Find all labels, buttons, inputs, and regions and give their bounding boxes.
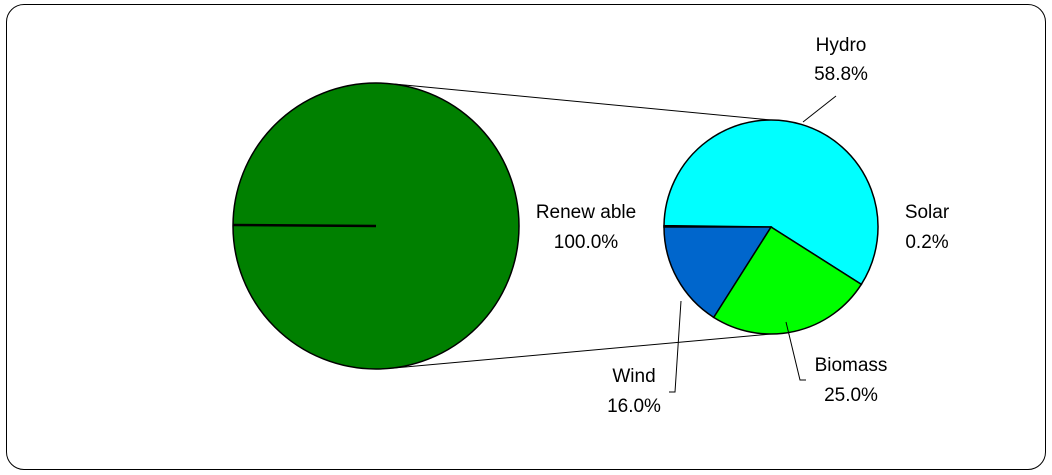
label-hydro-value: 58.8% [814, 64, 868, 85]
label-solar-value: 0.2% [905, 232, 948, 253]
chart-area [6, 4, 1046, 470]
leader-line-biomass [785, 321, 806, 381]
primary-pie [232, 82, 520, 370]
label-hydro-name: Hydro [816, 35, 867, 56]
leader-line-wind [669, 300, 682, 393]
label-biomass-value: 25.0% [824, 385, 878, 406]
slice-hydro [663, 119, 879, 286]
connector-line-top [393, 83, 772, 121]
label-solar-name: Solar [905, 202, 950, 223]
slice-separator [232, 223, 377, 228]
slice-wind [663, 226, 773, 319]
leader-lines [669, 95, 837, 393]
connector-lines [393, 83, 772, 369]
label-renewable-value: 100.0% [554, 232, 619, 253]
label-wind-value: 16.0% [607, 396, 661, 417]
label-biomass-name: Biomass [815, 355, 888, 376]
connector-line-bottom [393, 333, 772, 369]
secondary-pie [663, 119, 879, 335]
leader-line-hydro [802, 95, 837, 123]
slice-biomass [712, 225, 863, 335]
label-wind-name: Wind [612, 366, 655, 387]
label-renewable-name: Renew able [536, 202, 636, 223]
